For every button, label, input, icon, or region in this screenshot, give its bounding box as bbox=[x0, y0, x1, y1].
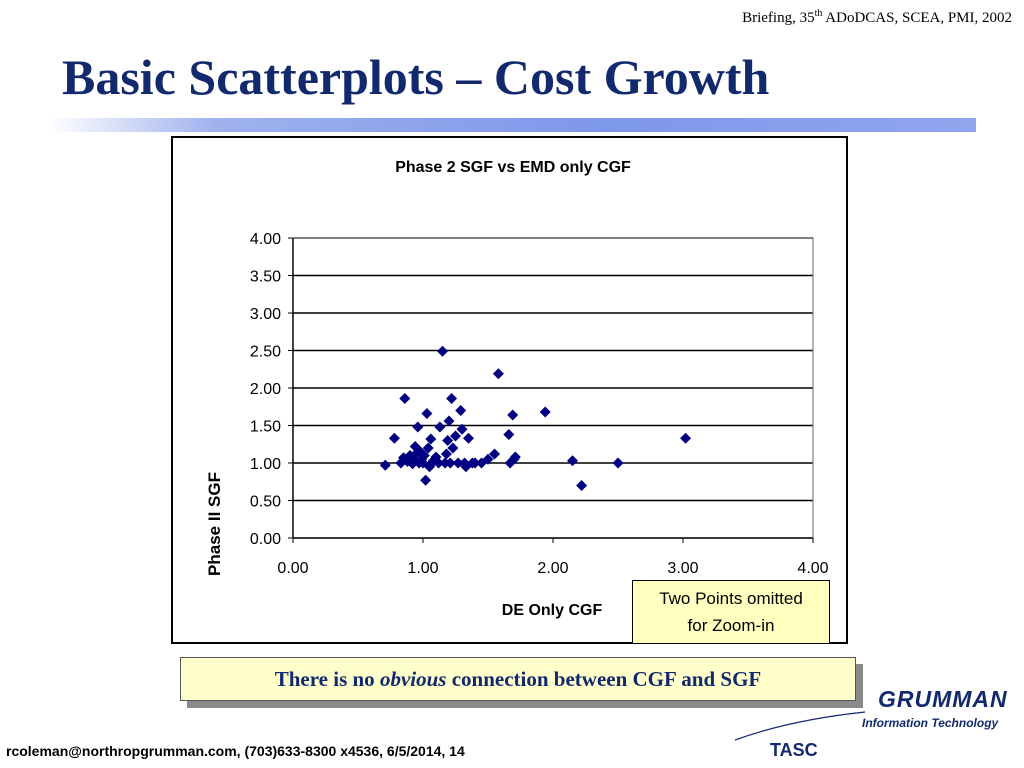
x-tick-label: 1.00 bbox=[407, 560, 438, 577]
data-point bbox=[450, 430, 461, 442]
data-point bbox=[567, 455, 578, 467]
x-tick-label: 2.00 bbox=[537, 560, 568, 577]
grumman-tagline: Information Technology bbox=[862, 716, 999, 730]
data-point bbox=[680, 432, 692, 444]
data-point bbox=[492, 368, 504, 380]
y-tick-label: 0.50 bbox=[250, 494, 281, 511]
y-tick-label: 2.50 bbox=[250, 344, 281, 361]
conclusion-after: connection between CGF and SGF bbox=[446, 667, 762, 691]
chart-title: Phase 2 SGF vs EMD only CGF bbox=[395, 159, 631, 176]
data-point bbox=[421, 408, 433, 419]
data-point bbox=[463, 432, 474, 444]
footer-contact: rcoleman@northropgrumman.com, (703)633-8… bbox=[6, 743, 465, 759]
data-point bbox=[443, 415, 455, 427]
data-point bbox=[469, 457, 481, 469]
data-point bbox=[455, 405, 467, 416]
data-point bbox=[509, 451, 521, 463]
data-point bbox=[447, 442, 459, 454]
data-point bbox=[434, 421, 446, 433]
briefing-sup: th bbox=[814, 8, 823, 19]
note-line-2: for Zoom-in bbox=[687, 616, 775, 635]
x-axis-label: DE Only CGF bbox=[502, 602, 603, 619]
briefing-header: Briefing, 35th ADoDCAS, SCEA, PMI, 2002 bbox=[742, 8, 1012, 27]
briefing-suffix: ADoDCAS, SCEA, PMI, 2002 bbox=[822, 10, 1012, 26]
y-axis-label: Phase II SGF bbox=[205, 472, 224, 576]
data-point bbox=[440, 448, 452, 460]
logo-swoosh bbox=[734, 711, 866, 741]
scatter-chart: Phase 2 SGF vs EMD only CGF Phase II SGF… bbox=[205, 159, 829, 619]
data-point bbox=[452, 457, 464, 469]
data-point bbox=[412, 421, 424, 433]
data-point bbox=[420, 474, 432, 486]
data-point bbox=[576, 480, 588, 491]
y-tick-label: 2.00 bbox=[250, 381, 281, 398]
data-point bbox=[503, 429, 515, 440]
data-point bbox=[482, 453, 494, 465]
data-point bbox=[442, 435, 454, 446]
data-point bbox=[456, 423, 468, 435]
data-point bbox=[433, 457, 445, 469]
data-point bbox=[409, 441, 421, 452]
x-tick-label: 0.00 bbox=[277, 560, 308, 577]
data-point bbox=[425, 433, 437, 445]
y-tick-label: 4.00 bbox=[250, 231, 281, 248]
plot-area: 0.00 0.50 1.00 1.50 2.00 2.50 3.00 3.50 4.00 0.00… bbox=[250, 231, 829, 577]
data-point bbox=[507, 409, 519, 421]
data-point bbox=[399, 393, 411, 404]
slide-title: Basic Scatterplots – Cost Growth bbox=[62, 49, 770, 105]
y-tick-label: 1.00 bbox=[250, 456, 281, 473]
y-tick-label: 1.50 bbox=[250, 419, 281, 436]
data-point bbox=[489, 448, 500, 460]
note-line-1: Two Points omitted bbox=[659, 589, 803, 608]
conclusion-box: There is no obvious connection between C… bbox=[180, 657, 856, 701]
tasc-label: TASC bbox=[770, 740, 818, 760]
data-point bbox=[437, 345, 448, 357]
conclusion-before: There is no bbox=[274, 667, 380, 691]
data-point bbox=[388, 432, 400, 444]
data-point bbox=[422, 442, 434, 454]
briefing-prefix: Briefing, 35 bbox=[742, 10, 815, 26]
chart-frame: Phase 2 SGF vs EMD only CGF Phase II SGF… bbox=[171, 136, 848, 644]
data-point bbox=[418, 450, 430, 461]
y-tick-label: 3.00 bbox=[250, 306, 281, 323]
omitted-points-note: Two Points omitted for Zoom-in bbox=[632, 580, 830, 644]
data-point bbox=[444, 457, 456, 469]
x-tick-label: 4.00 bbox=[797, 560, 828, 577]
data-point bbox=[612, 457, 624, 469]
data-point bbox=[539, 406, 551, 418]
y-tick-label: 0.00 bbox=[250, 531, 281, 548]
title-rule bbox=[48, 118, 976, 132]
conclusion-emphasis: obvious bbox=[379, 667, 447, 691]
data-point bbox=[379, 459, 391, 471]
data-point bbox=[446, 393, 458, 404]
x-tick-label: 3.00 bbox=[667, 560, 698, 577]
grumman-logo: GRUMMAN bbox=[878, 686, 1008, 712]
y-tick-label: 3.50 bbox=[250, 269, 281, 286]
